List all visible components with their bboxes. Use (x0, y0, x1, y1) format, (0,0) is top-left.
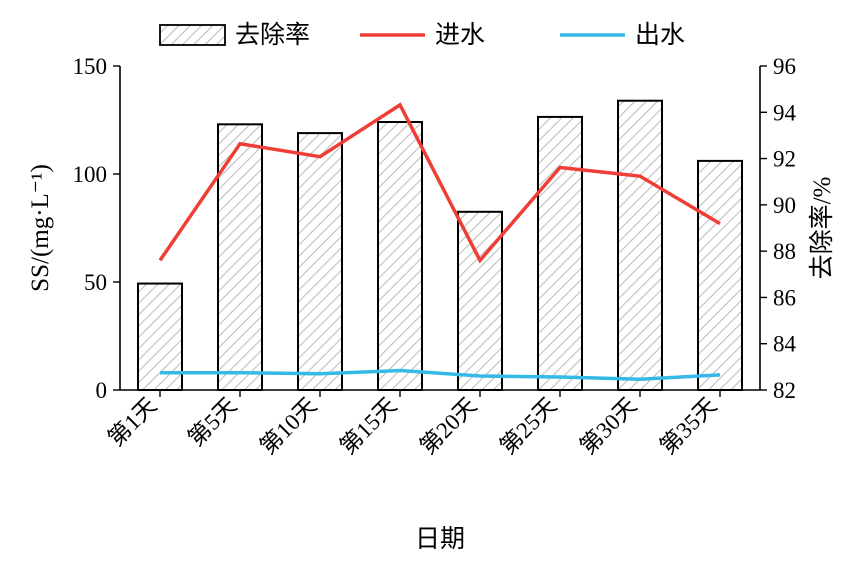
x-tick-label: 第15天 (335, 393, 401, 459)
y-left-tick-label: 150 (73, 54, 108, 79)
y-right-tick-label: 92 (773, 147, 796, 172)
legend-label: 进水 (435, 21, 485, 49)
x-tick-label: 第35天 (655, 393, 721, 459)
chart-svg: 0501001508284868890929496第1天第5天第10天第15天第… (0, 0, 865, 567)
x-tick-label: 第25天 (495, 393, 561, 459)
y-right-tick-label: 96 (773, 54, 796, 79)
bar (298, 133, 342, 390)
legend-label: 出水 (635, 21, 685, 49)
legend-label: 去除率 (235, 21, 310, 49)
x-tick-label: 第20天 (415, 393, 481, 459)
y-right-tick-label: 82 (773, 378, 796, 403)
y-right-tick-label: 86 (773, 285, 796, 310)
bar (538, 117, 582, 390)
y-right-tick-label: 90 (773, 193, 796, 218)
y-left-tick-label: 100 (73, 162, 108, 187)
y-right-axis-label: 去除率/% (808, 177, 836, 280)
legend-swatch-bars (160, 25, 225, 45)
x-axis-label: 日期 (415, 526, 465, 553)
x-tick-label: 第5天 (183, 393, 241, 451)
y-right-tick-label: 84 (773, 332, 797, 357)
x-tick-label: 第1天 (103, 393, 161, 451)
bar (378, 122, 422, 390)
x-tick-label: 第30天 (575, 393, 641, 459)
bar (698, 161, 742, 390)
y-left-tick-label: 0 (96, 378, 108, 403)
bar (618, 101, 662, 390)
y-left-axis-label: SS/(mg·L⁻¹) (27, 164, 54, 292)
y-left-tick-label: 50 (84, 270, 107, 295)
y-right-tick-label: 88 (773, 239, 796, 264)
y-right-tick-label: 94 (773, 100, 797, 125)
x-tick-label: 第10天 (255, 393, 321, 459)
bar (458, 212, 502, 390)
chart-container: 0501001508284868890929496第1天第5天第10天第15天第… (0, 0, 865, 567)
